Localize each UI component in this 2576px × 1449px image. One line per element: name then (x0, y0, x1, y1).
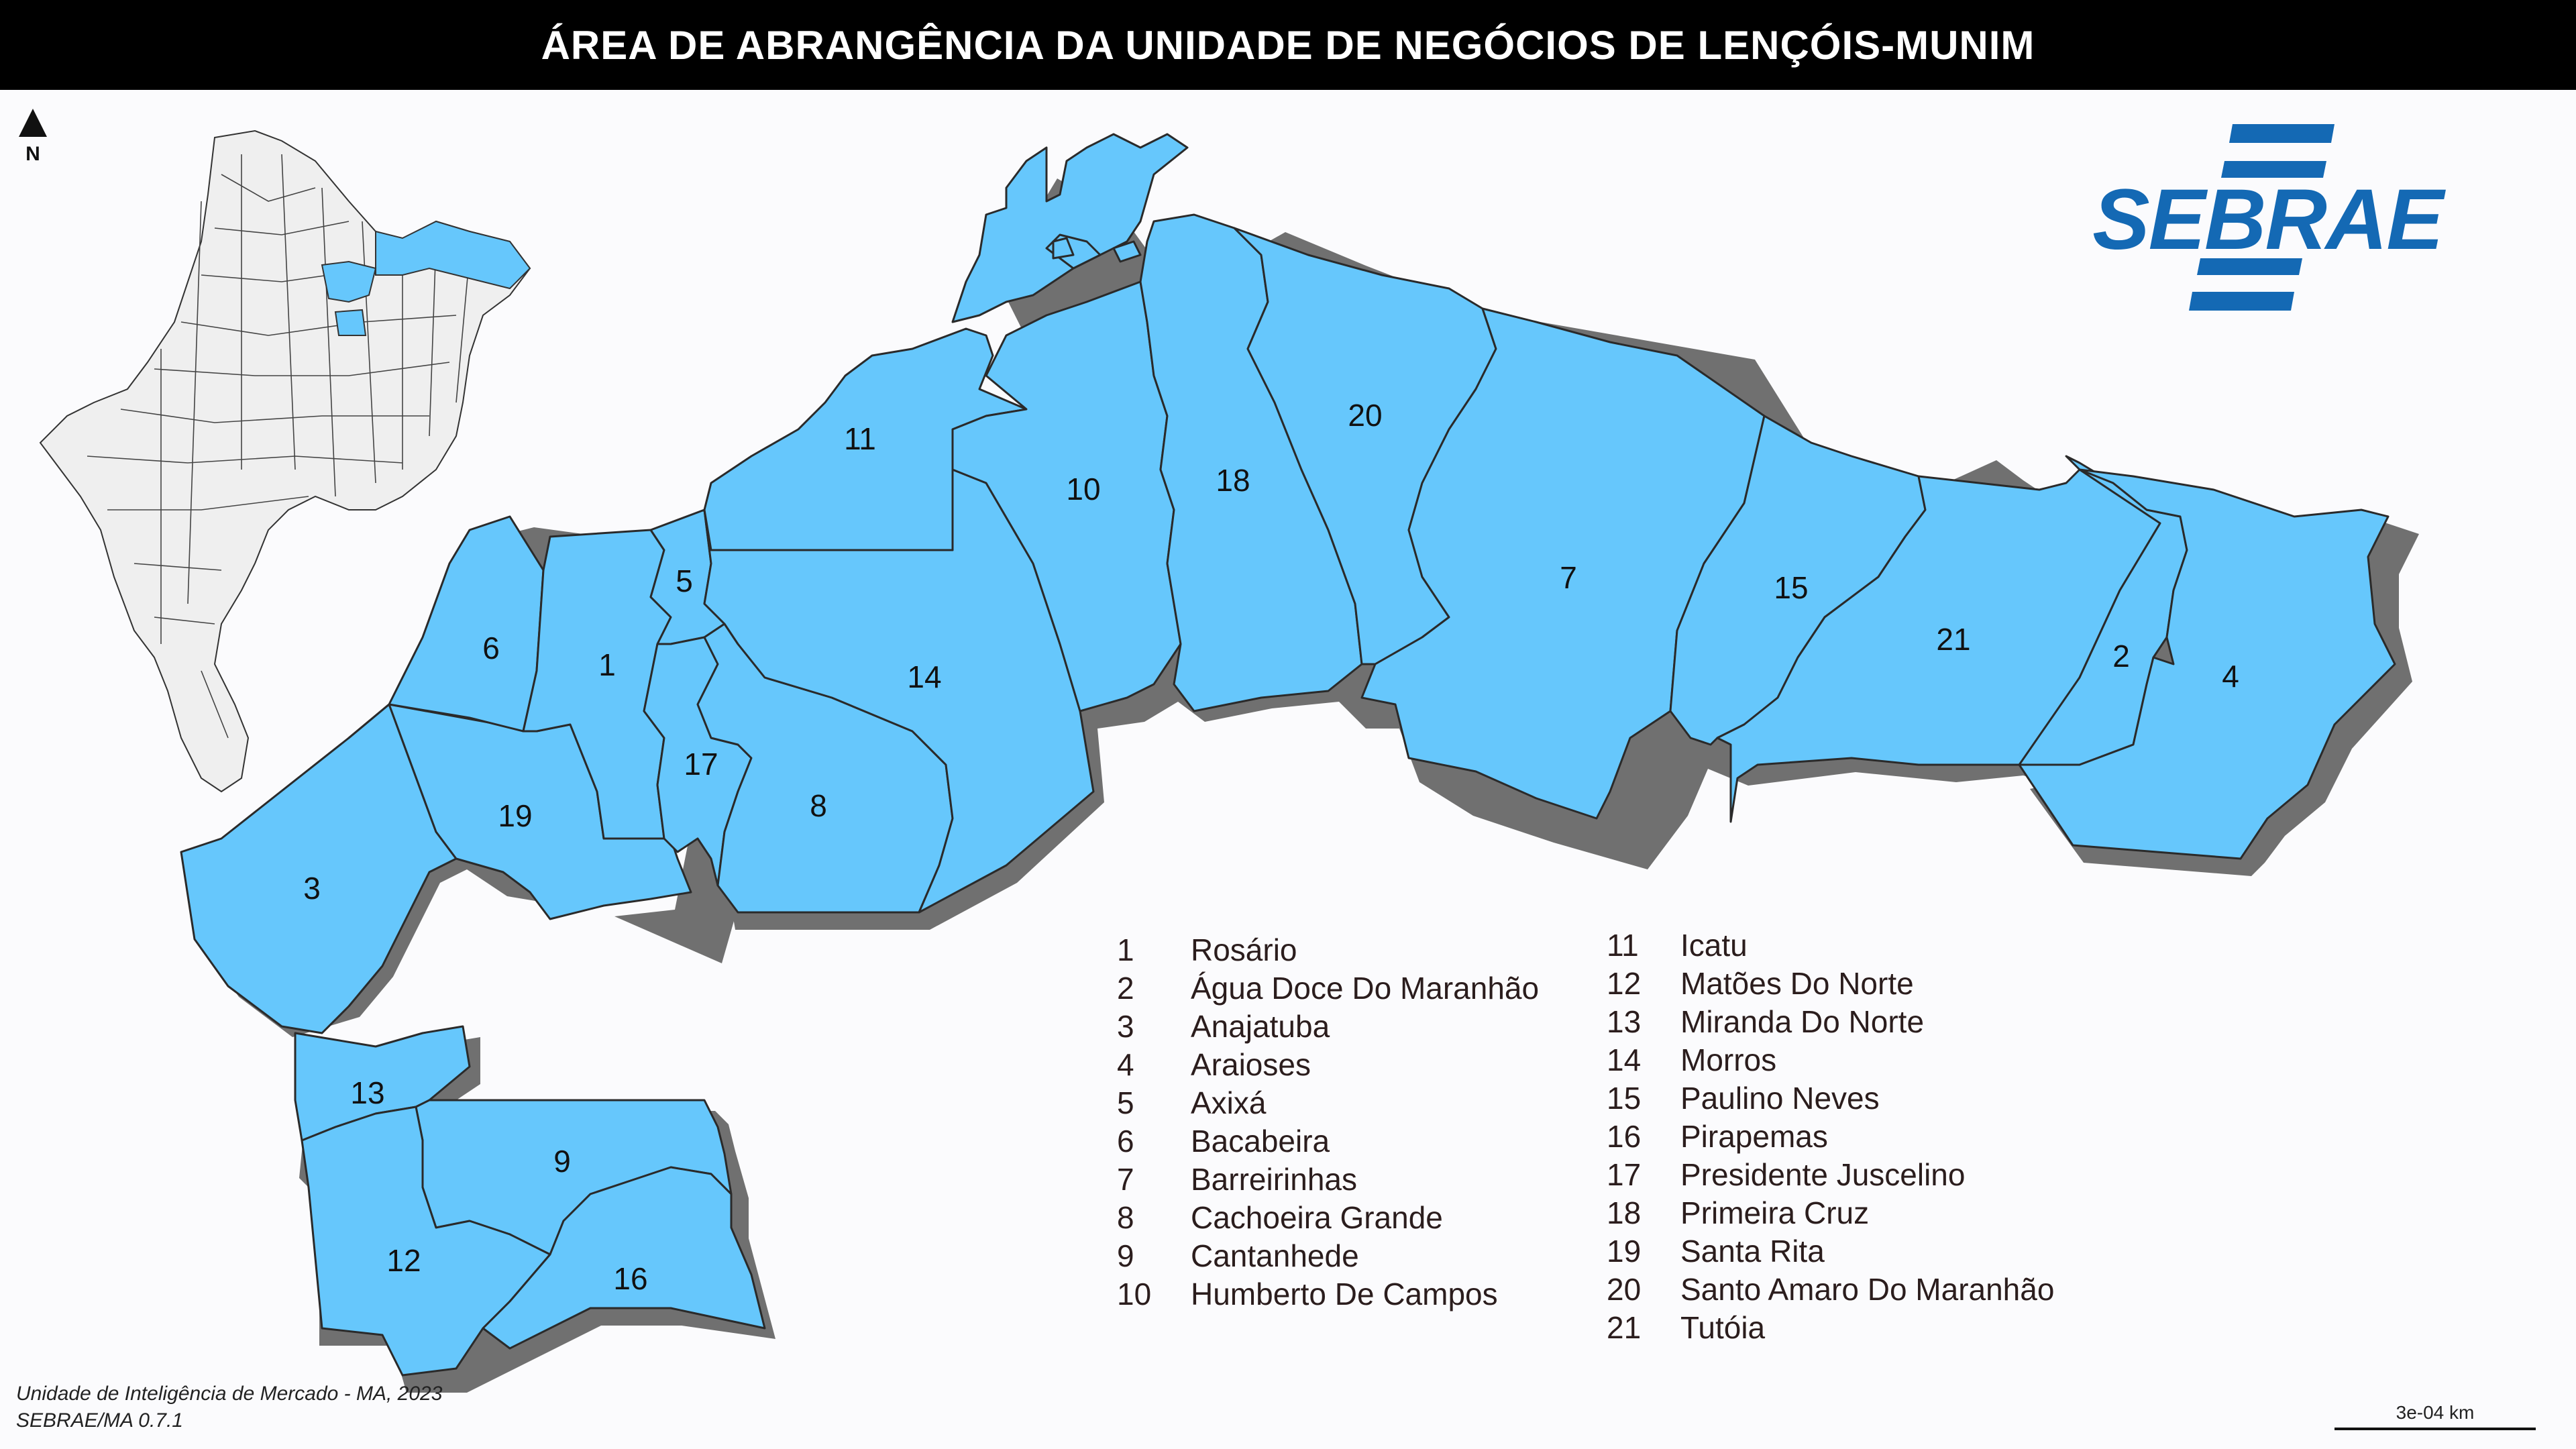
legend-row: 17 Presidente Juscelino (1607, 1156, 2054, 1194)
label-17: 17 (684, 747, 718, 782)
island-small-center[interactable] (1052, 237, 1075, 260)
label-11: 11 (844, 421, 876, 456)
label-10: 10 (1066, 472, 1100, 506)
municipalities (180, 133, 2396, 1377)
label-3: 3 (303, 871, 321, 906)
legend-row: 5 Axixá (1117, 1084, 1539, 1122)
legend-name: Cachoeira Grande (1191, 1200, 1443, 1235)
legend-name: Humberto De Campos (1191, 1277, 1498, 1311)
label-5: 5 (676, 564, 693, 598)
legend-name: Araioses (1191, 1047, 1311, 1082)
legend-name: Morros (1680, 1042, 1777, 1077)
legend-row: 6 Bacabeira (1117, 1122, 1539, 1161)
legend-row: 13 Miranda Do Norte (1607, 1003, 2054, 1041)
sebrae-logo-graphic: SEBRAE (2092, 124, 2447, 311)
legend-left: 1 Rosário 2 Água Doce Do Maranhão 3 Anajatu… (1117, 931, 1539, 1313)
legend-name: Paulino Neves (1680, 1081, 1880, 1116)
legend-name: Rosário (1191, 932, 1297, 967)
inset-highlight-region-c (334, 309, 367, 336)
legend-name: Santa Rita (1680, 1234, 1825, 1269)
legend-row: 9 Cantanhede (1117, 1237, 1539, 1275)
legend-row: 19 Santa Rita (1607, 1232, 2054, 1271)
legend-name: Presidente Juscelino (1680, 1157, 1966, 1192)
municipality-6-bacabeira[interactable] (388, 515, 545, 733)
island-north[interactable] (951, 133, 1189, 323)
logo-wordmark: SEBRAE (2092, 172, 2446, 268)
legend-row: 3 Anajatuba (1117, 1008, 1539, 1046)
legend-name: Água Doce Do Maranhão (1191, 971, 1540, 1006)
legend-row: 20 Santo Amaro Do Maranhão (1607, 1271, 2054, 1309)
inset-highlight-region-b (321, 260, 377, 303)
label-4: 4 (2222, 659, 2239, 694)
credits: Unidade de Inteligência de Mercado - MA,… (16, 1381, 442, 1434)
label-18: 18 (1216, 463, 1250, 498)
inset-highlight-region-a (375, 220, 531, 290)
municipality-16-pirapemas[interactable] (482, 1166, 766, 1350)
label-15: 15 (1774, 570, 1808, 605)
label-14: 14 (907, 659, 941, 694)
legend-row: 8 Cachoeira Grande (1117, 1199, 1539, 1237)
municipality-4-araioses[interactable] (2018, 468, 2396, 860)
legend-row: 10 Humberto De Campos (1117, 1275, 1539, 1313)
legend-row: 15 Paulino Neves (1607, 1079, 2054, 1118)
label-19: 19 (498, 798, 532, 833)
label-12: 12 (386, 1243, 421, 1278)
legend-name: Bacabeira (1191, 1124, 1330, 1159)
label-8: 8 (810, 788, 827, 823)
legend-row: 7 Barreirinhas (1117, 1161, 1539, 1199)
north-arrow: N (15, 106, 51, 166)
map-title: ÁREA DE ABRANGÊNCIA DA UNIDADE DE NEGÓCI… (541, 22, 2035, 68)
legend-row: 14 Morros (1607, 1041, 2054, 1079)
title-bar: ÁREA DE ABRANGÊNCIA DA UNIDADE DE NEGÓCI… (0, 0, 2576, 90)
legend-row: 1 Rosário (1117, 931, 1539, 969)
legend-name: Santo Amaro Do Maranhão (1680, 1272, 2055, 1307)
legend-name: Anajatuba (1191, 1009, 1330, 1044)
legend-right: 11 Icatu 12 Matões Do Norte 13 Miranda Do N… (1607, 926, 2054, 1347)
label-7: 7 (1560, 560, 1577, 595)
legend-name: Primeira Cruz (1680, 1195, 1870, 1230)
legend-row: 18 Primeira Cruz (1607, 1194, 2054, 1232)
scale-line (2334, 1428, 2536, 1430)
inset-grid-lines (87, 154, 470, 739)
label-9: 9 (553, 1144, 571, 1179)
scale-bar: 3e-04 km (2334, 1402, 2536, 1430)
legend-row: 11 Icatu (1607, 926, 2054, 965)
label-2: 2 (2112, 639, 2130, 674)
label-6: 6 (482, 631, 500, 665)
legend-row: 2 Água Doce Do Maranhão (1117, 969, 1539, 1008)
legend-name: Cantanhede (1191, 1238, 1359, 1273)
legend-name: Matões Do Norte (1680, 966, 1914, 1001)
label-1: 1 (598, 647, 616, 682)
legend-name: Icatu (1680, 928, 1748, 963)
credits-line-1: Unidade de Inteligência de Mercado - MA,… (16, 1383, 443, 1405)
label-20: 20 (1348, 398, 1382, 433)
legend-name: Pirapemas (1680, 1119, 1828, 1154)
legend-name: Barreirinhas (1191, 1162, 1357, 1197)
legend-row: 12 Matões Do Norte (1607, 965, 2054, 1003)
label-21: 21 (1936, 622, 1970, 657)
legend-row: 4 Araioses (1117, 1046, 1539, 1084)
label-13: 13 (350, 1075, 384, 1110)
legend-name: Tutóia (1680, 1310, 1766, 1345)
label-16: 16 (613, 1261, 647, 1296)
island-far-east[interactable] (1112, 240, 1142, 263)
north-arrow-icon (19, 109, 47, 137)
municipality-labels: 1 2 3 4 5 6 7 8 9 10 11 12 13 14 15 16 1… (303, 398, 2239, 1296)
credits-line-2: SEBRAE/MA 0.7.1 (16, 1409, 183, 1432)
legend-name: Miranda Do Norte (1680, 1004, 1925, 1039)
legend-name: Axixá (1191, 1085, 1267, 1120)
inset-locator-map (39, 129, 531, 793)
north-label: N (25, 143, 40, 165)
legend-row: 16 Pirapemas (1607, 1118, 2054, 1156)
municipality-12-matoes-do-norte[interactable] (301, 1106, 551, 1377)
sebrae-logo: SEBRAE (2066, 124, 2469, 319)
legend-row: 21 Tutóia (1607, 1309, 2054, 1347)
scale-label: 3e-04 km (2396, 1402, 2475, 1423)
